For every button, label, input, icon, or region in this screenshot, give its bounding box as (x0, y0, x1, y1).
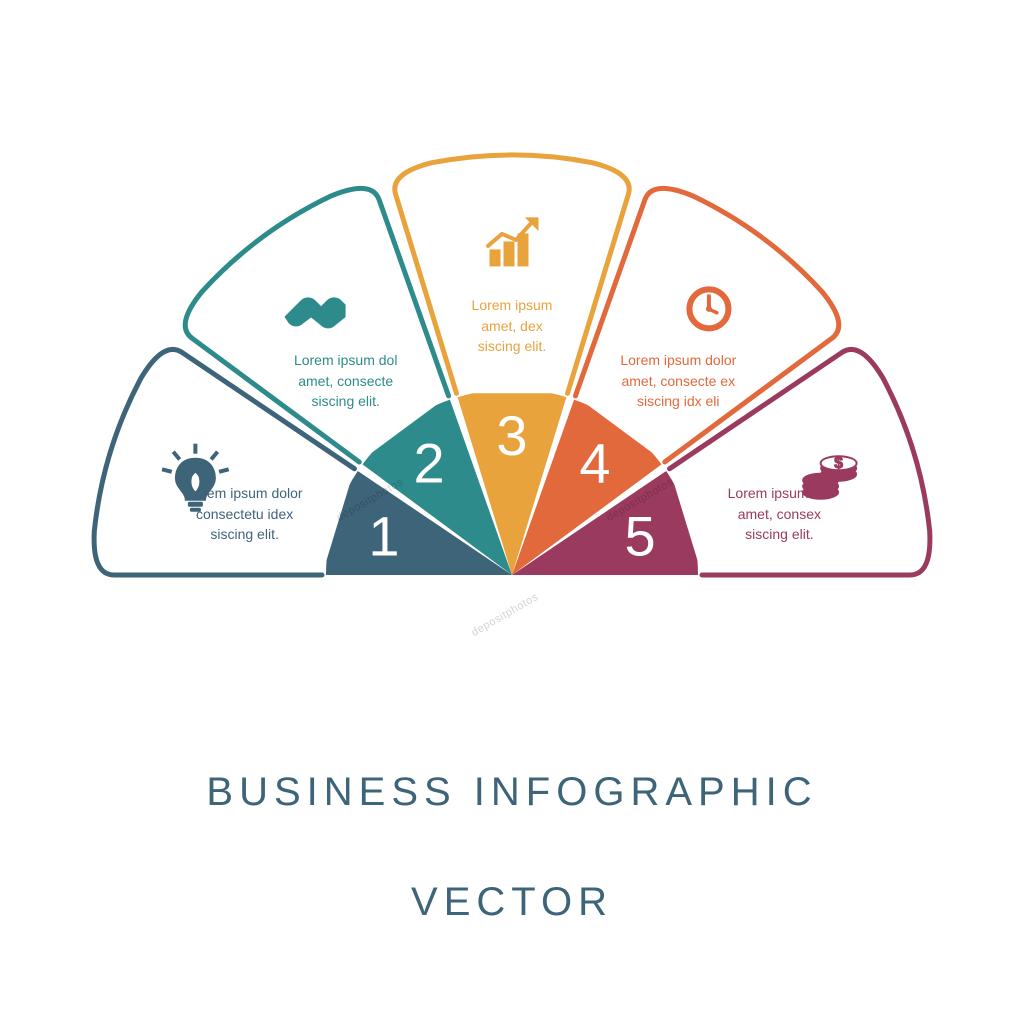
title-line-1: BUSINESS INFOGRAPHIC (0, 770, 1024, 815)
segment-number-5: 5 (624, 504, 655, 567)
segment-text-2: Lorem ipsum dol amet, consecte siscing e… (266, 350, 426, 411)
segment-text-4: Lorem ipsum dolor amet, consecte ex sisc… (598, 350, 758, 411)
segment-number-3: 3 (496, 404, 527, 467)
segment-number-2: 2 (413, 431, 444, 494)
segment-number-4: 4 (579, 431, 610, 494)
segment-text-3: Lorem ipsum amet, dex siscing elit. (432, 295, 592, 356)
segment-text-1: Lorem ipsum dolor consectetu idex siscin… (165, 483, 325, 544)
semicircle-diagram: $ 12345 (0, 0, 1024, 1024)
clock-icon (687, 287, 731, 331)
segment-text-5: Lorem ipsum dol amet, consex siscing eli… (699, 483, 859, 544)
segment-number-1: 1 (368, 504, 399, 567)
title-line-2: VECTOR (0, 880, 1024, 925)
infographic-canvas: { "type": "semicircle-fan-infographic", … (0, 0, 1024, 1024)
